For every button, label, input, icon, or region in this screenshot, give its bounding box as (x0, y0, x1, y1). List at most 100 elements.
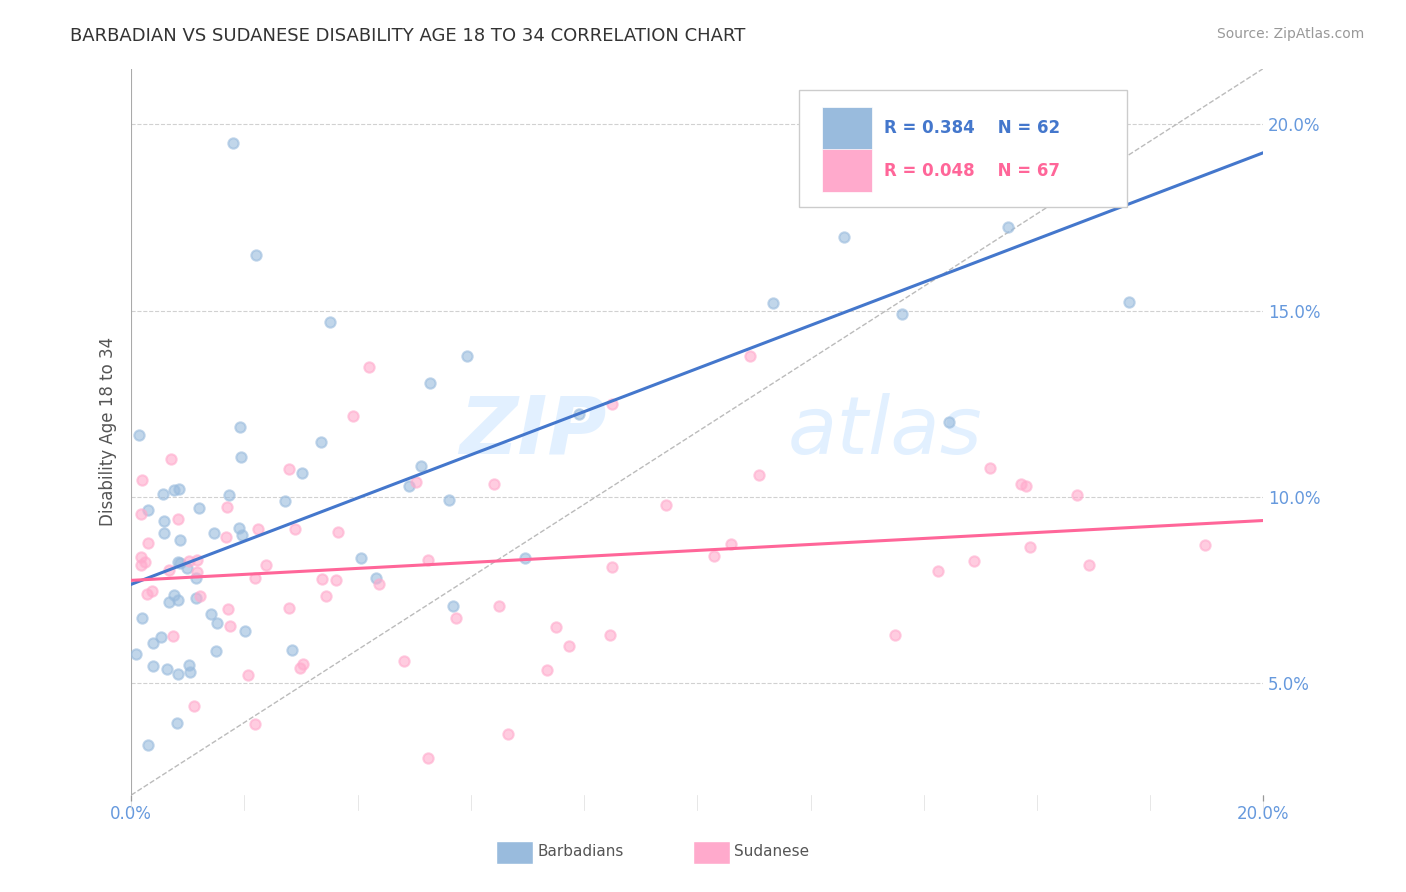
Text: R = 0.384    N = 62: R = 0.384 N = 62 (884, 120, 1060, 137)
Point (190, 590, 212, 604)
Point (229, 420, 252, 434)
Point (484, 477, 506, 491)
Point (229, 450, 252, 464)
Point (1019, 540, 1042, 554)
Point (152, 526, 174, 541)
FancyBboxPatch shape (823, 149, 872, 193)
Point (135, 587, 157, 601)
Point (200, 607, 222, 621)
Point (162, 588, 184, 602)
Point (1118, 294, 1140, 309)
Point (544, 620, 567, 634)
Point (357, 359, 380, 374)
Point (136, 503, 159, 517)
Point (160, 451, 183, 466)
Text: Sudanese: Sudanese (734, 845, 808, 859)
Point (720, 537, 742, 551)
Point (1078, 558, 1101, 573)
Point (599, 628, 621, 642)
Point (1066, 488, 1088, 502)
Point (162, 629, 184, 643)
Point (243, 571, 266, 585)
Point (228, 521, 250, 535)
Point (1014, 479, 1036, 493)
Point (152, 486, 174, 500)
Point (233, 624, 256, 638)
Point (125, 647, 148, 661)
Point (179, 665, 201, 679)
Point (419, 376, 441, 391)
Point (156, 662, 179, 676)
Point (703, 549, 725, 563)
Point (159, 562, 181, 576)
Point (274, 494, 297, 508)
Point (441, 599, 464, 613)
Point (446, 611, 468, 625)
Point (602, 397, 624, 411)
Point (325, 573, 347, 587)
Point (153, 514, 176, 528)
Point (214, 530, 236, 544)
Point (134, 555, 156, 569)
Point (409, 459, 432, 474)
Point (456, 349, 478, 363)
Point (439, 493, 461, 508)
Point (167, 593, 190, 607)
Point (311, 434, 333, 449)
Point (169, 533, 191, 547)
Point (536, 663, 558, 677)
Point (284, 522, 307, 536)
Point (157, 595, 180, 609)
Point (278, 601, 301, 615)
Point (938, 415, 960, 429)
Point (219, 619, 242, 633)
Point (418, 751, 440, 765)
Point (205, 615, 228, 630)
Point (405, 475, 427, 490)
Point (496, 727, 519, 741)
Point (311, 572, 333, 586)
Point (177, 554, 200, 568)
Point (318, 315, 340, 329)
Point (350, 551, 373, 566)
Point (488, 599, 510, 614)
Point (748, 468, 770, 483)
Point (188, 500, 211, 515)
Point (169, 556, 191, 570)
Point (326, 524, 349, 539)
Point (167, 482, 190, 496)
Text: R = 0.048    N = 67: R = 0.048 N = 67 (884, 161, 1060, 180)
Point (738, 349, 761, 363)
Point (392, 655, 415, 669)
Point (128, 428, 150, 442)
Point (762, 296, 785, 310)
Y-axis label: Disability Age 18 to 34: Disability Age 18 to 34 (100, 337, 117, 526)
Point (186, 553, 208, 567)
Point (141, 584, 163, 599)
Point (167, 667, 190, 681)
Point (655, 498, 678, 512)
Text: BARBADIAN VS SUDANESE DISABILITY AGE 18 TO 34 CORRELATION CHART: BARBADIAN VS SUDANESE DISABILITY AGE 18 … (70, 27, 745, 45)
Point (1194, 538, 1216, 552)
Point (142, 636, 165, 650)
Point (215, 500, 238, 514)
Point (184, 571, 207, 585)
Point (277, 462, 299, 476)
Point (129, 558, 152, 572)
Point (163, 483, 186, 498)
Point (366, 571, 388, 585)
Point (166, 716, 188, 731)
Point (890, 307, 912, 321)
Point (243, 716, 266, 731)
Point (218, 488, 240, 502)
Point (167, 555, 190, 569)
Point (205, 644, 228, 658)
Point (963, 554, 986, 568)
Point (288, 661, 311, 675)
Text: ZIP: ZIP (460, 392, 607, 471)
Point (368, 577, 391, 591)
Point (254, 558, 277, 572)
FancyBboxPatch shape (823, 107, 872, 150)
Point (177, 658, 200, 673)
Point (246, 522, 269, 536)
